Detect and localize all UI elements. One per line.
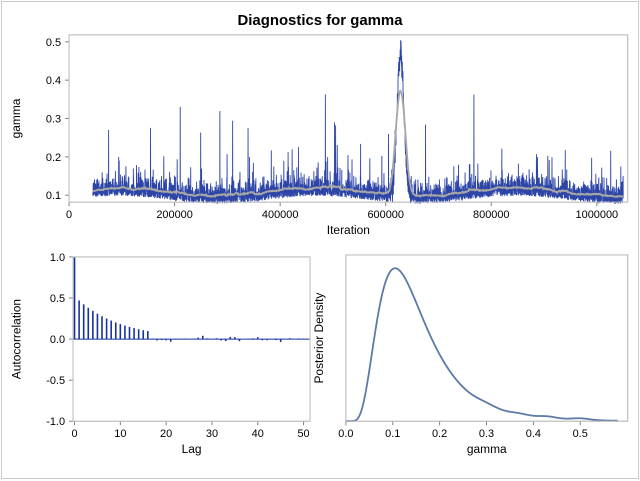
svg-text:gamma: gamma [9,98,23,138]
svg-text:0: 0 [66,209,72,221]
svg-text:0.0: 0.0 [50,334,65,346]
svg-text:600000: 600000 [367,209,403,221]
svg-text:20: 20 [160,428,172,440]
svg-text:0.3: 0.3 [479,428,494,440]
svg-text:0.5: 0.5 [50,293,65,305]
svg-text:0.4: 0.4 [46,75,61,87]
svg-text:800000: 800000 [473,209,509,221]
svg-text:0.4: 0.4 [526,428,541,440]
svg-text:30: 30 [206,428,218,440]
svg-text:Diagnostics for gamma: Diagnostics for gamma [237,12,403,29]
svg-text:Lag: Lag [182,442,202,456]
svg-text:gamma: gamma [467,442,507,456]
svg-text:40: 40 [252,428,264,440]
svg-text:200000: 200000 [156,209,193,221]
svg-text:0.2: 0.2 [46,152,61,164]
svg-text:-1.0: -1.0 [46,416,65,428]
svg-text:0.1: 0.1 [385,428,400,440]
svg-text:Iteration: Iteration [327,223,370,237]
svg-text:Autocorrelation: Autocorrelation [9,299,23,379]
svg-text:0.0: 0.0 [338,428,353,440]
svg-text:0.3: 0.3 [46,113,61,125]
svg-text:0.5: 0.5 [46,37,61,49]
svg-text:1000000: 1000000 [576,209,619,221]
svg-text:400000: 400000 [262,209,299,221]
svg-text:0: 0 [71,428,77,440]
svg-text:-0.5: -0.5 [46,375,65,387]
svg-text:0.2: 0.2 [432,428,447,440]
svg-text:1.0: 1.0 [50,252,65,264]
svg-text:50: 50 [297,428,309,440]
svg-text:Posterior Density: Posterior Density [312,293,326,384]
svg-text:0.5: 0.5 [573,428,588,440]
svg-text:10: 10 [114,428,126,440]
svg-text:0.1: 0.1 [46,190,61,202]
